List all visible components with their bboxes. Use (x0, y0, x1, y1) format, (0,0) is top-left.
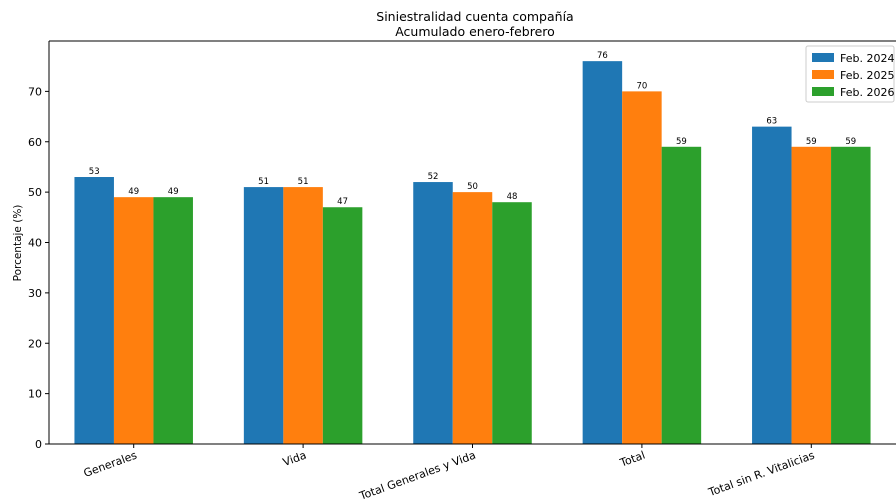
data-label: 49 (128, 187, 139, 197)
chart-title: Siniestralidad cuenta compañía (376, 9, 573, 24)
x-tick-label: Vida (281, 449, 308, 469)
data-label: 70 (636, 81, 647, 91)
bar[interactable] (452, 192, 493, 444)
data-label: 52 (428, 172, 439, 182)
legend: Feb. 2024 Feb. 2025 Feb. 2026 (805, 45, 895, 103)
data-label: 59 (845, 137, 856, 147)
data-label: 51 (258, 177, 269, 187)
bar[interactable] (413, 182, 453, 445)
data-label: 53 (89, 167, 100, 177)
legend-swatch (812, 53, 834, 62)
legend-entry: Feb. 2026 (840, 86, 894, 99)
plot-area: 53 51 52 76 63 49 51 50 70 59 49 47 48 59 59 0 10 20 30 40 5… (28, 40, 896, 500)
bar[interactable] (113, 197, 154, 444)
bar[interactable] (322, 207, 363, 444)
data-label: 49 (168, 187, 179, 197)
y-tick-label: 40 (28, 237, 42, 250)
legend-entry: Feb. 2024 (840, 52, 894, 65)
legend-entry: Feb. 2025 (840, 69, 894, 82)
legend-swatch (812, 87, 834, 96)
y-tick-label: 50 (28, 186, 42, 199)
y-tick-label: 20 (28, 337, 42, 350)
x-tick-label: Total sin R. Vitalicias (706, 449, 817, 500)
y-tick-label: 70 (28, 85, 42, 98)
data-label: 48 (507, 192, 518, 202)
bar[interactable] (752, 126, 792, 444)
legend-swatch (812, 70, 834, 79)
bar[interactable] (74, 177, 114, 444)
y-tick-label: 10 (28, 388, 42, 401)
x-tick-label: Generales (82, 449, 139, 480)
y-axis-label: Porcentaje (%) (12, 205, 24, 282)
data-label: 63 (766, 117, 777, 127)
y-tick-label: 30 (28, 287, 42, 300)
bar[interactable] (791, 146, 832, 444)
bar[interactable] (283, 187, 323, 444)
bar[interactable] (661, 146, 702, 444)
bar[interactable] (243, 187, 284, 444)
bar[interactable] (831, 146, 871, 444)
data-label: 51 (298, 177, 309, 187)
bar[interactable] (582, 61, 623, 445)
chart-subtitle: Acumulado enero-febrero (395, 24, 555, 39)
data-label: 76 (597, 51, 608, 61)
data-label: 59 (806, 137, 817, 147)
y-tick-label: 0 (35, 438, 42, 451)
bar[interactable] (622, 91, 662, 444)
data-label: 47 (337, 197, 348, 207)
data-label: 50 (467, 182, 478, 192)
data-label: 59 (676, 137, 687, 147)
bar[interactable] (153, 197, 193, 444)
x-tick-label: Total Generales y Vida (357, 449, 478, 500)
x-tick-label: Total (617, 449, 647, 470)
y-tick-label: 60 (28, 136, 42, 149)
bar[interactable] (492, 202, 532, 444)
